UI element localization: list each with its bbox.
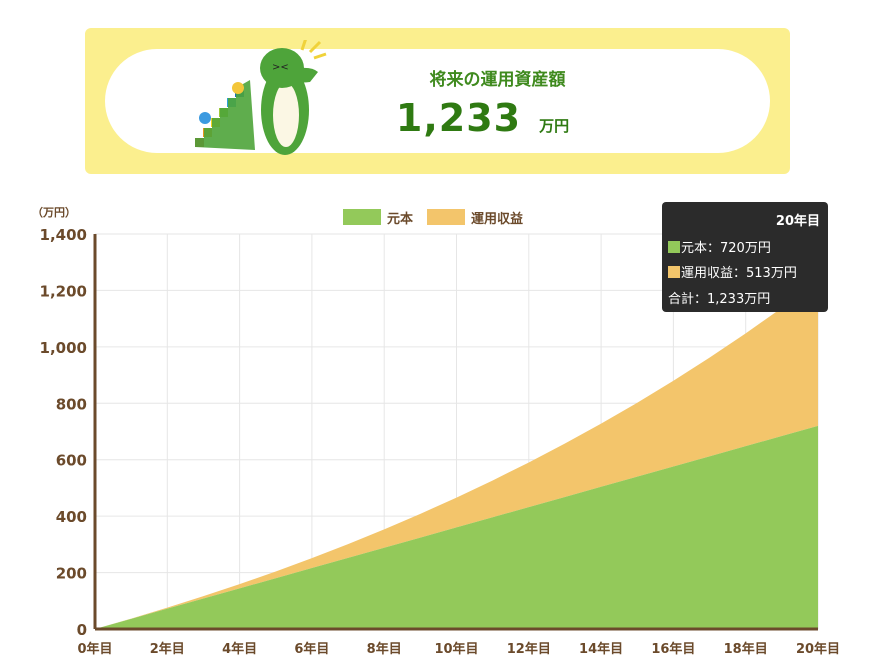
- x-tick-label: 2年目: [150, 641, 185, 657]
- x-tick-label: 10年目: [434, 641, 478, 657]
- tooltip-title: 20年目: [775, 214, 820, 229]
- x-tick-label: 18年目: [724, 641, 768, 657]
- tooltip-profit-text: 運用収益：513万円: [681, 266, 797, 281]
- principal-area: [95, 425, 818, 629]
- y-tick-label: 0: [77, 621, 87, 639]
- tooltip-total: 合計：1,233万円: [668, 292, 771, 307]
- x-tick-label: 14年目: [579, 641, 623, 657]
- y-tick-label: 600: [56, 452, 87, 470]
- tooltip-principal: 元本：720万円: [668, 237, 771, 256]
- amount-value: 1,233: [395, 96, 522, 140]
- legend-label-profit: 運用収益: [471, 211, 523, 227]
- x-tick-label: 20年目: [796, 641, 840, 657]
- legend-swatch-profit: [427, 209, 465, 225]
- profit-swatch: [668, 266, 680, 278]
- svg-text:><: ><: [272, 62, 289, 73]
- x-tick-label: 8年目: [367, 641, 402, 657]
- x-tick-label: 6年目: [294, 641, 329, 657]
- y-tick-label: 400: [56, 508, 87, 526]
- legend-label-principal: 元本: [387, 211, 413, 227]
- tooltip-profit: 運用収益：513万円: [668, 262, 797, 281]
- asset-area-chart: 0 200 400 600 800 1,000 1,200 1,400 0年目 2年目 4年目 6年目…: [32, 206, 840, 657]
- principal-swatch: [668, 241, 680, 253]
- result-amount: 1,233 万円: [85, 96, 790, 140]
- crocodile-mascot-illustration: ><: [195, 40, 327, 155]
- y-tick-label: 200: [56, 565, 87, 583]
- x-tick-label: 4年目: [222, 641, 257, 657]
- amount-unit: 万円: [539, 117, 570, 135]
- legend-swatch-principal: [343, 209, 381, 225]
- result-card: >< 将来の運用資産額 1,233 万円: [85, 28, 790, 174]
- x-tick-label: 0年目: [77, 641, 112, 657]
- y-tick-label: 800: [56, 395, 87, 413]
- y-axis-unit: （万円）: [32, 206, 76, 219]
- x-tick-label: 16年目: [651, 641, 695, 657]
- chart-tooltip: 20年目 元本：720万円 運用収益：513万円 合計：1,233万円: [662, 202, 828, 312]
- result-title: 将来の運用資産額: [429, 70, 566, 90]
- y-tick-label: 1,200: [40, 282, 87, 300]
- tooltip-principal-text: 元本：720万円: [681, 241, 771, 256]
- y-tick-label: 1,400: [40, 226, 87, 244]
- x-tick-label: 12年目: [507, 641, 551, 657]
- profit-area: [95, 281, 818, 629]
- y-tick-label: 1,000: [40, 339, 87, 357]
